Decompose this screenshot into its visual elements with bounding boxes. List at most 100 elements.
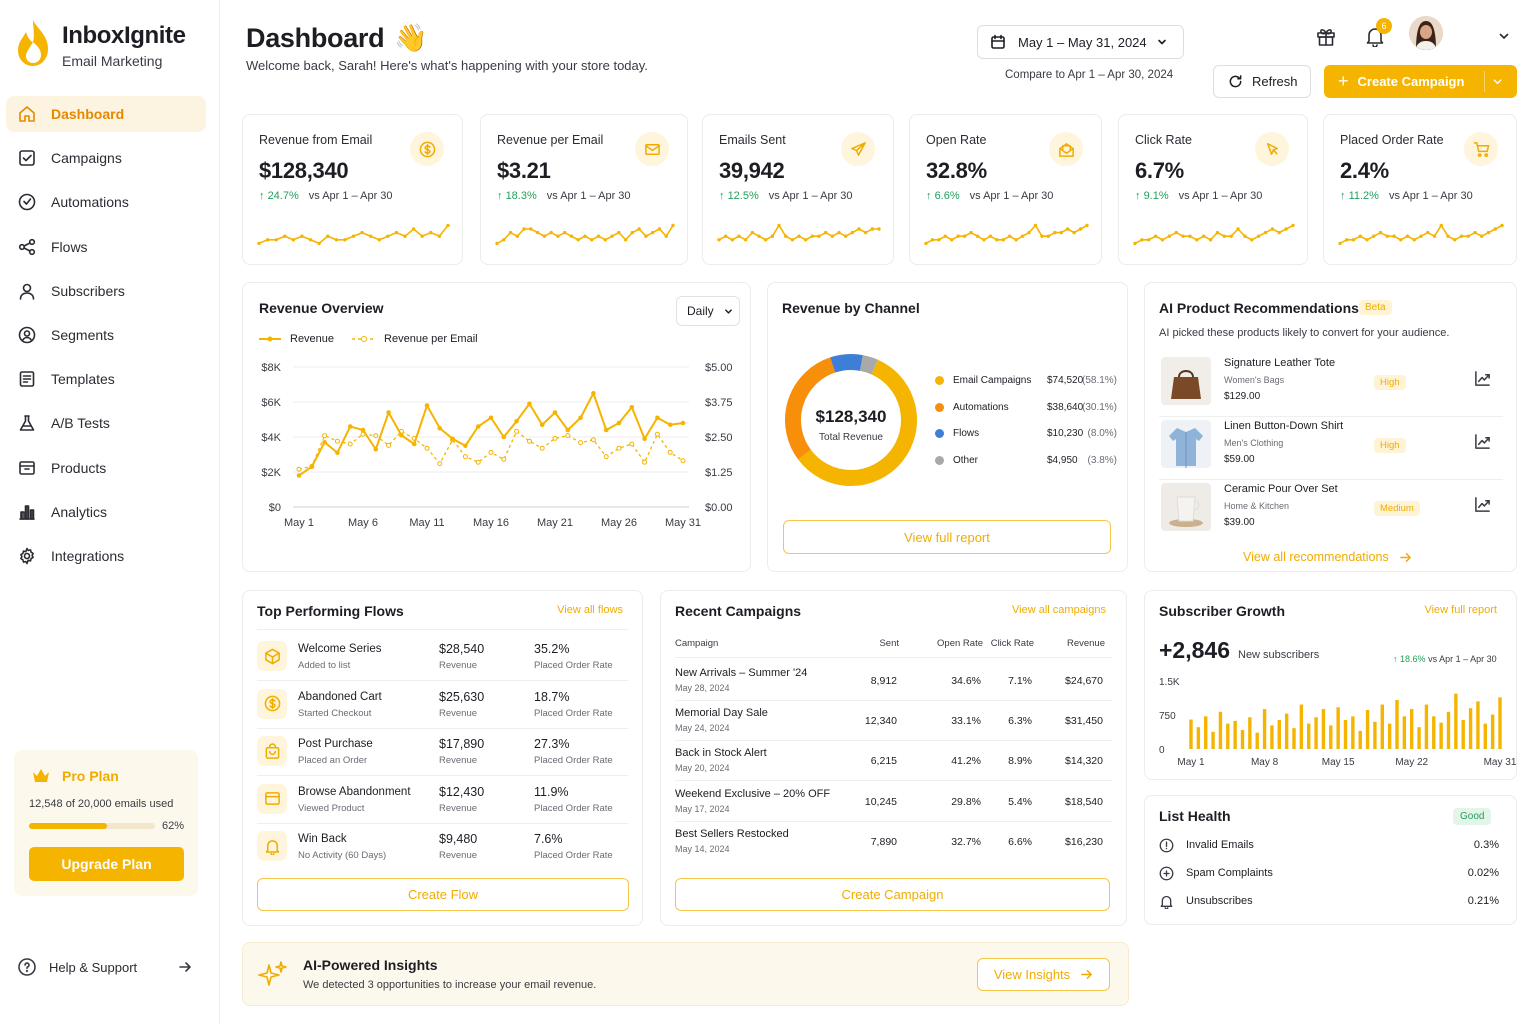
sidebar-item-automations[interactable]: Automations xyxy=(6,184,206,220)
spark-point xyxy=(1222,234,1227,238)
sidebar-item-products[interactable]: Products xyxy=(6,450,206,486)
account-chevron-icon[interactable] xyxy=(1498,30,1510,42)
view-all-flows-link[interactable]: View all flows xyxy=(557,604,623,616)
subscriber-change: ↑ 18.6% vs Apr 1 – Apr 30 xyxy=(1393,654,1497,664)
sidebar-item-campaigns[interactable]: Campaigns xyxy=(6,140,206,176)
view-insights-button[interactable]: View Insights xyxy=(977,958,1110,991)
flow-rate-label: Placed Order Rate xyxy=(534,850,613,861)
kpi-card: Revenue per Email $3.21 ↑ 18.3% vs Apr 1 – … xyxy=(480,114,688,265)
kpi-change-value: 11.2% xyxy=(1348,190,1379,202)
spark-point xyxy=(1439,223,1443,228)
spark-point xyxy=(1229,234,1233,238)
sidebar-item-templates[interactable]: Templates xyxy=(6,361,206,397)
flow-row[interactable]: Abandoned Cart Started Checkout $25,630 Rev… xyxy=(257,686,629,728)
refresh-button[interactable]: Refresh xyxy=(1213,65,1311,98)
revenue-by-channel-title: Revenue by Channel xyxy=(782,300,920,316)
date-range-picker[interactable]: May 1 – May 31, 2024 xyxy=(977,25,1184,59)
gift-icon[interactable] xyxy=(1315,25,1337,47)
spark-point xyxy=(1181,234,1185,238)
refresh-label: Refresh xyxy=(1252,74,1298,89)
table-row[interactable]: Memorial Day Sale May 24, 2024 12,340 33.1%… xyxy=(675,705,1110,741)
flow-row[interactable]: Win Back No Activity (60 Days) $9,480 Reven… xyxy=(257,828,629,870)
avatar[interactable] xyxy=(1409,16,1443,50)
product-name: Signature Leather Tote xyxy=(1224,357,1336,369)
rpe-point xyxy=(603,454,609,460)
spark-point xyxy=(790,238,795,242)
subscriber-bar xyxy=(1387,723,1392,749)
dollar-icon xyxy=(264,695,280,712)
subscriber-bar xyxy=(1262,709,1267,749)
spark-point xyxy=(529,227,533,231)
view-insights-label: View Insights xyxy=(993,967,1071,982)
subscriber-bar xyxy=(1189,719,1193,749)
trend-button[interactable] xyxy=(1474,496,1491,513)
subscriber-bar xyxy=(1498,697,1502,749)
spark-point xyxy=(360,230,364,235)
spark-point xyxy=(1040,234,1044,238)
sidebar-item-analytics[interactable]: Analytics xyxy=(6,494,206,530)
kpi-change-vs: vs Apr 1 – Apr 30 xyxy=(969,190,1054,202)
table-row[interactable]: Weekend Exclusive – 20% OFF May 17, 2024 1… xyxy=(675,786,1110,822)
kpi-value: 2.4% xyxy=(1340,158,1389,183)
sidebar-item-subscribers[interactable]: Subscribers xyxy=(6,273,206,309)
channel-value: $74,520 xyxy=(1047,375,1084,386)
sidebar-item-segments[interactable]: Segments xyxy=(6,317,206,353)
spark-point xyxy=(1065,227,1070,231)
shield-icon xyxy=(1159,838,1174,853)
revenue-point xyxy=(642,436,647,442)
view-full-report-button[interactable]: View full report xyxy=(783,520,1111,554)
chevron-down-icon[interactable] xyxy=(1492,76,1503,87)
create-campaign-button[interactable]: + Create Campaign xyxy=(1324,65,1517,98)
spark-point xyxy=(317,241,321,246)
table-row[interactable]: Back in Stock Alert May 20, 2024 6,215 41.2… xyxy=(675,745,1110,781)
flow-row[interactable]: Browse Abandonment Viewed Product $12,430 R… xyxy=(257,781,629,823)
table-row[interactable]: Best Sellers Restocked May 14, 2024 7,890 3… xyxy=(675,826,1110,862)
rpe-point xyxy=(565,433,571,439)
health-row: Unsubscribes 0.21% xyxy=(1159,893,1499,913)
trend-button[interactable] xyxy=(1474,433,1491,450)
upgrade-plan-button[interactable]: Upgrade Plan xyxy=(29,847,184,881)
sidebar-item-label: Integrations xyxy=(51,548,125,564)
spark-point xyxy=(1399,238,1403,242)
period-select[interactable]: Daily xyxy=(676,296,740,326)
create-flow-button[interactable]: Create Flow xyxy=(257,878,629,911)
trend-button[interactable] xyxy=(1474,370,1491,387)
revenue-point xyxy=(322,439,327,445)
view-all-recommendations-link[interactable]: View all recommendations xyxy=(1243,550,1412,564)
cell-open: 29.8% xyxy=(951,795,981,808)
revenue-point xyxy=(424,403,430,408)
spark-point xyxy=(1453,238,1457,242)
help-support-link[interactable]: Help & Support xyxy=(49,960,138,975)
help-icon xyxy=(18,958,36,976)
kpi-change-vs: vs Apr 1 – Apr 30 xyxy=(546,190,631,202)
view-all-campaigns-link[interactable]: View all campaigns xyxy=(1012,604,1106,616)
spark-point xyxy=(770,234,775,238)
health-value: 0.3% xyxy=(1473,839,1499,851)
spark-point xyxy=(610,234,614,238)
spark-point xyxy=(843,234,848,238)
revenue-point xyxy=(603,427,609,433)
product-recommendation-row[interactable]: Signature Leather Tote Women's Bags $129.0… xyxy=(1159,355,1503,417)
kpi-card: Placed Order Rate 2.4% ↑ 11.2% vs Apr 1 – A… xyxy=(1323,114,1517,265)
table-row[interactable]: New Arrivals – Summer '24 May 28, 2024 8,9… xyxy=(675,665,1110,701)
flow-row[interactable]: Welcome Series Added to list $28,540 Revenu… xyxy=(257,638,629,680)
sidebar-item-flows[interactable]: Flows xyxy=(6,229,206,265)
flow-row[interactable]: Post Purchase Placed an Order $17,890 Reven… xyxy=(257,733,629,775)
sidebar-item-a-b-tests[interactable]: A/B Tests xyxy=(6,405,206,441)
cell-revenue: $14,320 xyxy=(1065,755,1103,768)
product-recommendation-row[interactable]: Linen Button-Down Shirt Men's Clothing $59… xyxy=(1159,418,1503,480)
spark-point xyxy=(750,230,755,235)
subscriber-view-report-link[interactable]: View full report xyxy=(1424,604,1497,616)
create-campaign-secondary-button[interactable]: Create Campaign xyxy=(675,878,1110,911)
kpi-change-value: 12.5% xyxy=(727,190,759,202)
sidebar-item-dashboard[interactable]: Dashboard xyxy=(6,96,206,132)
subscriber-bar xyxy=(1351,716,1355,749)
sidebar-item-integrations[interactable]: Integrations xyxy=(6,538,206,574)
table-header: Click Rate xyxy=(990,638,1034,649)
sidebar-item-label: Subscribers xyxy=(51,282,125,299)
arrow-right-icon[interactable] xyxy=(178,960,192,974)
product-recommendation-row[interactable]: Ceramic Pour Over Set Home & Kitchen $39.0… xyxy=(1159,481,1503,537)
campaign-name: Back in Stock Alert xyxy=(675,747,767,760)
home-icon xyxy=(19,106,35,122)
kpi-change-value: 9.1% xyxy=(1143,190,1169,202)
